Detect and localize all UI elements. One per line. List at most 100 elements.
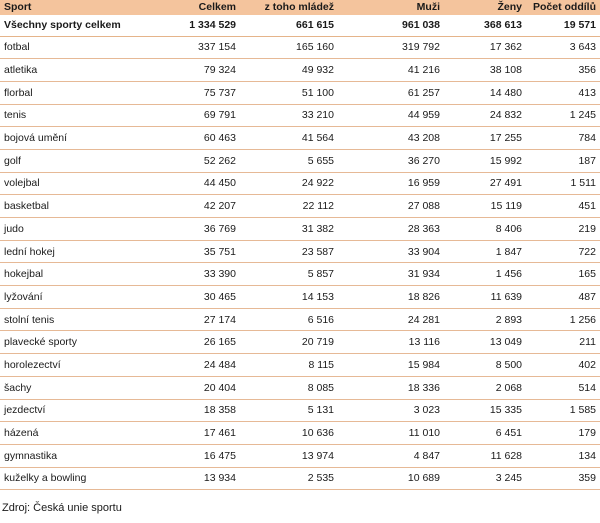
sport-cell: lední hokej xyxy=(0,240,158,264)
oddily-cell: 722 xyxy=(526,240,600,264)
oddily-cell: 359 xyxy=(526,467,600,491)
muzi-cell: 44 959 xyxy=(338,104,444,128)
mladez-cell: 165 160 xyxy=(240,36,338,60)
celkem-cell: 36 769 xyxy=(158,217,240,241)
muzi-cell: 36 270 xyxy=(338,149,444,173)
oddily-cell: 784 xyxy=(526,126,600,150)
sport-cell: stolní tenis xyxy=(0,308,158,332)
zeny-cell: 8 500 xyxy=(444,353,526,377)
sport-cell: hokejbal xyxy=(0,262,158,287)
celkem-cell: 42 207 xyxy=(158,194,240,218)
table-row: bojová umění 60 463 41 564 43 208 17 255 784 xyxy=(0,126,600,150)
table-row: stolní tenis 27 174 6 516 24 281 2 893 1 256 xyxy=(0,308,600,332)
oddily-cell: 514 xyxy=(526,376,600,400)
mladez-cell: 31 382 xyxy=(240,217,338,241)
celkem-cell: 44 450 xyxy=(158,172,240,196)
celkem-cell: 26 165 xyxy=(158,330,240,355)
sport-cell: judo xyxy=(0,217,158,241)
oddily-cell: 487 xyxy=(526,285,600,309)
zeny-cell: 8 406 xyxy=(444,217,526,241)
oddily-cell: 219 xyxy=(526,217,600,241)
total-row: Všechny sporty celkem 1 334 529 661 615 … xyxy=(0,15,600,37)
sport-cell: horolezectví xyxy=(0,353,158,377)
zeny-cell: 15 335 xyxy=(444,399,526,423)
muzi-cell: 319 792 xyxy=(338,36,444,60)
zeny-cell: 11 639 xyxy=(444,285,526,309)
zeny-cell: 2 068 xyxy=(444,376,526,400)
sport-cell: šachy xyxy=(0,376,158,400)
zeny-cell: 2 893 xyxy=(444,308,526,332)
mladez-cell: 33 210 xyxy=(240,104,338,128)
mladez-cell: 23 587 xyxy=(240,240,338,264)
zeny-cell: 3 245 xyxy=(444,467,526,491)
celkem-cell: 69 791 xyxy=(158,104,240,128)
zeny-cell: 27 491 xyxy=(444,172,526,196)
mladez-cell: 20 719 xyxy=(240,330,338,355)
table-row: judo 36 769 31 382 28 363 8 406 219 xyxy=(0,217,600,241)
table-row: horolezectví 24 484 8 115 15 984 8 500 402 xyxy=(0,353,600,377)
celkem-cell: 27 174 xyxy=(158,308,240,332)
celkem-cell: 337 154 xyxy=(158,36,240,60)
zeny-cell: 6 451 xyxy=(444,421,526,445)
table-row: golf 52 262 5 655 36 270 15 992 187 xyxy=(0,149,600,173)
mladez-cell: 51 100 xyxy=(240,81,338,105)
celkem-cell: 13 934 xyxy=(158,467,240,491)
zeny-cell: 13 049 xyxy=(444,330,526,355)
muzi-cell: 27 088 xyxy=(338,194,444,218)
table-row: gymnastika 16 475 13 974 4 847 11 628 134 xyxy=(0,444,600,468)
table-row: hokejbal 33 390 5 857 31 934 1 456 165 xyxy=(0,262,600,287)
column-header-sport: Sport xyxy=(4,1,32,13)
source-note: Zdroj: Česká unie sportu xyxy=(2,502,122,514)
table-header-row: Sport Celkem z toho mládež Muži Ženy Poč… xyxy=(0,0,600,15)
mladez-cell: 24 922 xyxy=(240,172,338,196)
mladez-cell: 41 564 xyxy=(240,126,338,150)
muzi-cell: 11 010 xyxy=(338,421,444,445)
mladez-cell: 8 085 xyxy=(240,376,338,400)
celkem-cell: 75 737 xyxy=(158,81,240,105)
muzi-cell: 18 826 xyxy=(338,285,444,309)
celkem-cell: 16 475 xyxy=(158,444,240,468)
table-row: florbal 75 737 51 100 61 257 14 480 413 xyxy=(0,81,600,105)
celkem-cell: 17 461 xyxy=(158,421,240,445)
muzi-cell: 28 363 xyxy=(338,217,444,241)
mladez-cell: 5 131 xyxy=(240,399,338,423)
oddily-cell: 1 585 xyxy=(526,399,600,423)
oddily-cell: 413 xyxy=(526,81,600,105)
sport-cell: florbal xyxy=(0,81,158,105)
oddily-cell: 165 xyxy=(526,262,600,287)
mladez-cell: 14 153 xyxy=(240,285,338,309)
oddily-cell: 402 xyxy=(526,353,600,377)
mladez-cell: 6 516 xyxy=(240,308,338,332)
celkem-cell: 24 484 xyxy=(158,353,240,377)
celkem-cell: 60 463 xyxy=(158,126,240,150)
mladez-cell: 49 932 xyxy=(240,58,338,82)
table-row: fotbal 337 154 165 160 319 792 17 362 3 643 xyxy=(0,36,600,60)
zeny-cell: 15 992 xyxy=(444,149,526,173)
mladez-cell: 5 655 xyxy=(240,149,338,173)
zeny-cell: 24 832 xyxy=(444,104,526,128)
sport-cell: plavecké sporty xyxy=(0,330,158,355)
zeny-cell: 14 480 xyxy=(444,81,526,105)
sport-cell: jezdectví xyxy=(0,399,158,423)
muzi-cell: 4 847 xyxy=(338,444,444,468)
muzi-cell: 3 023 xyxy=(338,399,444,423)
sport-cell: házená xyxy=(0,421,158,445)
mladez-cell: 2 535 xyxy=(240,467,338,491)
table-row: kuželky a bowling 13 934 2 535 10 689 3 245 3… xyxy=(0,467,600,491)
zeny-cell: 17 362 xyxy=(444,36,526,60)
table-row: lyžování 30 465 14 153 18 826 11 639 487 xyxy=(0,285,600,309)
sport-cell: bojová umění xyxy=(0,126,158,150)
column-header-mladez: z toho mládež xyxy=(264,1,334,13)
oddily-cell: 179 xyxy=(526,421,600,445)
sport-cell: gymnastika xyxy=(0,444,158,468)
oddily-cell: 187 xyxy=(526,149,600,173)
muzi-cell: 18 336 xyxy=(338,376,444,400)
total-zeny-cell: 368 613 xyxy=(444,15,526,37)
celkem-cell: 20 404 xyxy=(158,376,240,400)
zeny-cell: 38 108 xyxy=(444,58,526,82)
oddily-cell: 211 xyxy=(526,330,600,355)
oddily-cell: 1 511 xyxy=(526,172,600,196)
mladez-cell: 5 857 xyxy=(240,262,338,287)
mladez-cell: 13 974 xyxy=(240,444,338,468)
